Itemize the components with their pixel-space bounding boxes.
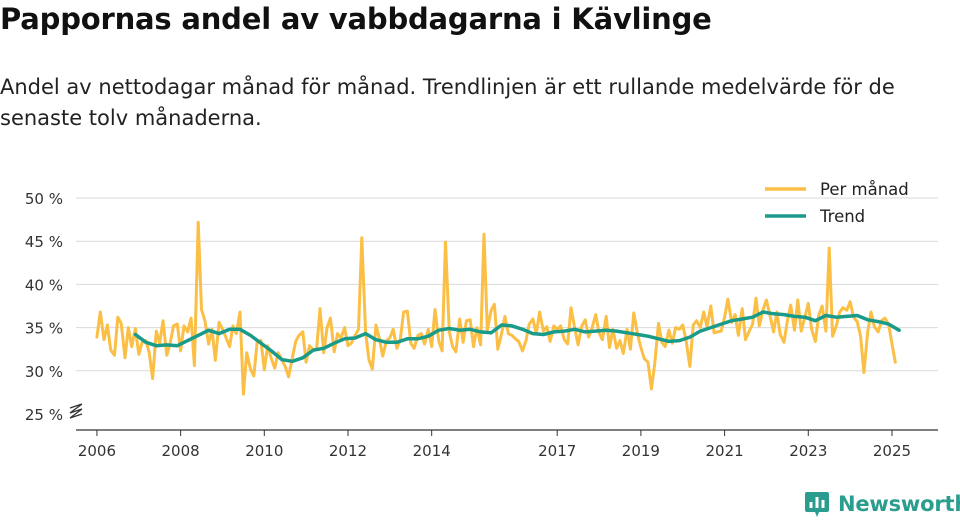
y-axis: 25 % 30 % 35 % 40 % 45 % 50 %: [25, 190, 83, 424]
x-tick-label-2008: 2008: [162, 442, 200, 460]
y-tick-label-25: 25 %: [25, 406, 63, 424]
newsworthy-logo-icon: [805, 492, 829, 517]
x-tick-label-2006: 2006: [78, 442, 116, 460]
series-line-trend: [133, 310, 901, 364]
x-tick-label-2019: 2019: [622, 442, 660, 460]
grid-lines: [76, 197, 938, 372]
brand: Newsworthy: [804, 488, 960, 520]
y-tick-label-35: 35 %: [25, 320, 63, 338]
series-line-per-manad: [95, 220, 897, 396]
axis-break-icon: [69, 403, 83, 419]
legend-label-0: Per månad: [820, 180, 909, 199]
x-tick-label-2012: 2012: [329, 442, 367, 460]
x-tick-label-2017: 2017: [538, 442, 576, 460]
series-lines: [95, 220, 901, 396]
x-tick-label-2021: 2021: [705, 442, 743, 460]
x-axis: 2006 2008 2010 2012 2014 2017 2019 2021 2023 2025: [76, 429, 938, 460]
y-tick-label-40: 40 %: [25, 276, 63, 294]
x-tick-label-2025: 2025: [873, 442, 911, 460]
chart-title: Pappornas andel av vabbdagarna i Kävling…: [0, 2, 712, 36]
x-tick-label-2014: 2014: [413, 442, 451, 460]
legend: Per månad Trend: [765, 180, 909, 226]
y-tick-label-30: 30 %: [25, 363, 63, 381]
chart-subtitle: Andel av nettodagar månad för månad. Tre…: [0, 75, 895, 130]
x-tick-label-2010: 2010: [245, 442, 283, 460]
brand-name: Newsworthy: [838, 492, 960, 516]
y-tick-label-45: 45 %: [25, 233, 63, 251]
y-tick-label-50: 50 %: [25, 190, 63, 208]
x-tick-label-2023: 2023: [789, 442, 827, 460]
legend-label-1: Trend: [819, 207, 865, 226]
